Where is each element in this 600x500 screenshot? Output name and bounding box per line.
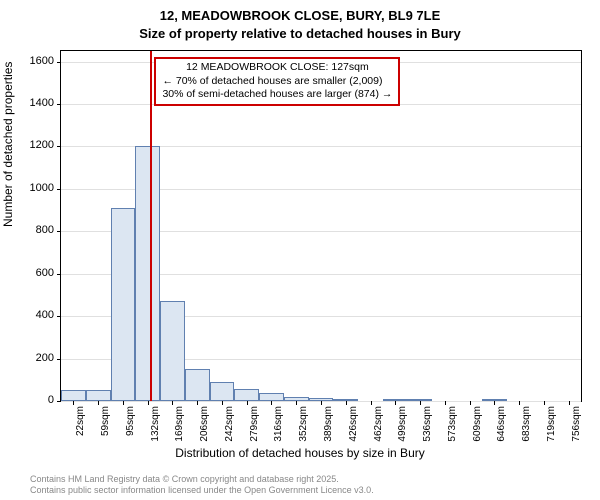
xtick-label: 389sqm (323, 406, 334, 442)
xtick-label: 683sqm (521, 406, 532, 442)
xtick-label: 279sqm (249, 406, 260, 442)
xtick-label: 462sqm (373, 406, 384, 442)
callout-box: 12 MEADOWBROOK CLOSE: 127sqm← 70% of det… (154, 57, 400, 106)
xtick-mark (420, 401, 421, 405)
footer-attribution: Contains HM Land Registry data © Crown c… (30, 474, 374, 497)
xtick-label: 499sqm (397, 406, 408, 442)
histogram-bar (185, 369, 210, 401)
histogram-bar (234, 389, 259, 401)
ytick-mark (57, 146, 61, 147)
ytick-mark (57, 401, 61, 402)
chart-container: 12, MEADOWBROOK CLOSE, BURY, BL9 7LE Siz… (0, 0, 600, 500)
xtick-mark (73, 401, 74, 405)
ytick-mark (57, 274, 61, 275)
chart-title-line2: Size of property relative to detached ho… (0, 26, 600, 41)
xtick-label: 95sqm (125, 406, 136, 436)
footer-line2: Contains public sector information licen… (30, 485, 374, 496)
xtick-label: 169sqm (174, 406, 185, 442)
xtick-mark (98, 401, 99, 405)
xtick-label: 536sqm (422, 406, 433, 442)
histogram-bar (111, 208, 136, 401)
xtick-mark (222, 401, 223, 405)
xtick-label: 426sqm (348, 406, 359, 442)
xtick-mark (346, 401, 347, 405)
ytick-label: 200 (24, 352, 54, 364)
ytick-label: 1200 (24, 139, 54, 151)
xtick-mark (296, 401, 297, 405)
ytick-mark (57, 104, 61, 105)
footer-line1: Contains HM Land Registry data © Crown c… (30, 474, 374, 485)
ytick-mark (57, 62, 61, 63)
xtick-label: 242sqm (224, 406, 235, 442)
ytick-mark (57, 316, 61, 317)
xtick-mark (569, 401, 570, 405)
xtick-mark (494, 401, 495, 405)
xtick-mark (371, 401, 372, 405)
ytick-label: 600 (24, 267, 54, 279)
ytick-label: 800 (24, 224, 54, 236)
xtick-mark (445, 401, 446, 405)
callout-line: ← 70% of detached houses are smaller (2,… (162, 75, 392, 89)
xtick-mark (544, 401, 545, 405)
x-axis-label: Distribution of detached houses by size … (0, 446, 600, 460)
xtick-mark (321, 401, 322, 405)
xtick-label: 22sqm (75, 406, 86, 436)
ytick-label: 1400 (24, 97, 54, 109)
ytick-mark (57, 359, 61, 360)
xtick-mark (271, 401, 272, 405)
xtick-label: 573sqm (447, 406, 458, 442)
histogram-bar (135, 146, 160, 401)
ytick-label: 400 (24, 309, 54, 321)
plot-area: 12 MEADOWBROOK CLOSE: 127sqm← 70% of det… (60, 50, 582, 402)
xtick-mark (519, 401, 520, 405)
ytick-label: 0 (24, 394, 54, 406)
reference-line (150, 51, 152, 401)
histogram-bar (259, 393, 284, 401)
callout-line: 30% of semi-detached houses are larger (… (162, 88, 392, 102)
xtick-mark (395, 401, 396, 405)
histogram-bar (86, 390, 111, 401)
xtick-label: 646sqm (496, 406, 507, 442)
ytick-mark (57, 231, 61, 232)
xtick-label: 206sqm (199, 406, 210, 442)
xtick-label: 352sqm (298, 406, 309, 442)
xtick-label: 756sqm (571, 406, 582, 442)
xtick-mark (172, 401, 173, 405)
y-axis-label: Number of detached properties (1, 62, 15, 227)
callout-line: 12 MEADOWBROOK CLOSE: 127sqm (162, 61, 392, 75)
xtick-mark (470, 401, 471, 405)
xtick-mark (123, 401, 124, 405)
xtick-label: 132sqm (150, 406, 161, 442)
ytick-label: 1600 (24, 55, 54, 67)
xtick-mark (197, 401, 198, 405)
histogram-bar (210, 382, 235, 401)
xtick-label: 609sqm (472, 406, 483, 442)
ytick-mark (57, 189, 61, 190)
xtick-label: 316sqm (273, 406, 284, 442)
xtick-label: 719sqm (546, 406, 557, 442)
xtick-label: 59sqm (100, 406, 111, 436)
histogram-bar (160, 301, 185, 401)
histogram-bar (61, 390, 86, 401)
chart-title-line1: 12, MEADOWBROOK CLOSE, BURY, BL9 7LE (0, 8, 600, 23)
xtick-mark (247, 401, 248, 405)
xtick-mark (148, 401, 149, 405)
ytick-label: 1000 (24, 182, 54, 194)
